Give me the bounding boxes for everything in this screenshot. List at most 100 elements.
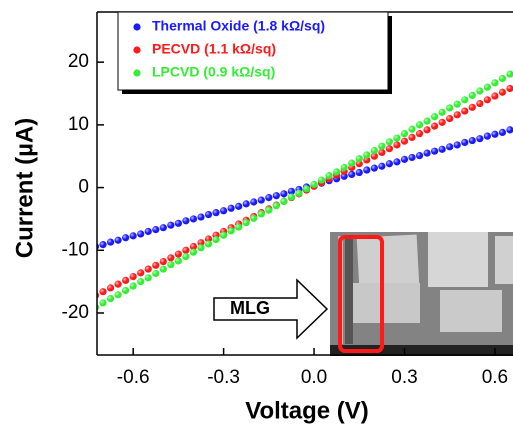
y-axis-label: Current (µA) bbox=[11, 118, 38, 258]
point-highlight bbox=[431, 147, 439, 155]
point-highlight bbox=[137, 278, 145, 286]
point-highlight bbox=[378, 162, 386, 170]
point-highlight bbox=[400, 137, 409, 145]
point-highlight bbox=[242, 200, 250, 208]
point-highlight bbox=[235, 223, 243, 231]
annotation-arrow bbox=[213, 278, 329, 340]
point-highlight bbox=[378, 142, 386, 150]
point-highlight bbox=[182, 246, 190, 254]
x-tick-label: 0.3 bbox=[391, 367, 417, 388]
point-highlight bbox=[97, 304, 100, 311]
point-highlight bbox=[431, 113, 439, 121]
point-highlight bbox=[272, 192, 280, 200]
point-highlight bbox=[302, 185, 311, 193]
point-highlight bbox=[189, 248, 198, 256]
point-highlight bbox=[340, 163, 348, 172]
point-highlight bbox=[476, 99, 484, 108]
point-highlight bbox=[204, 240, 213, 248]
y-tick-label: 0 bbox=[78, 177, 89, 198]
point-highlight bbox=[468, 91, 476, 99]
point-highlight bbox=[385, 160, 394, 168]
point-highlight bbox=[137, 230, 145, 238]
point-highlight bbox=[272, 202, 280, 210]
point-highlight bbox=[423, 117, 431, 125]
point-highlight bbox=[220, 231, 228, 239]
legend-marker bbox=[133, 46, 141, 54]
point-highlight bbox=[438, 108, 446, 116]
point-highlight bbox=[348, 159, 356, 167]
point-highlight bbox=[197, 244, 205, 252]
point-highlight bbox=[106, 294, 115, 303]
point-highlight bbox=[167, 261, 175, 269]
point-highlight bbox=[408, 153, 416, 162]
legend-marker bbox=[133, 23, 141, 31]
point-highlight bbox=[385, 138, 394, 146]
legend-label: Thermal Oxide (1.8 kΩ/sq) bbox=[152, 18, 325, 34]
point-highlight bbox=[355, 168, 363, 177]
point-highlight bbox=[174, 257, 182, 265]
point-highlight bbox=[287, 193, 296, 201]
point-highlight bbox=[506, 84, 513, 93]
point-highlight bbox=[189, 242, 198, 251]
point-highlight bbox=[122, 234, 130, 242]
point-highlight bbox=[227, 204, 235, 212]
point-highlight bbox=[446, 104, 454, 112]
point-highlight bbox=[446, 114, 454, 123]
point-highlight bbox=[159, 265, 167, 273]
point-highlight bbox=[453, 111, 461, 119]
point-highlight bbox=[461, 96, 469, 104]
point-highlight bbox=[461, 107, 469, 115]
point-highlight bbox=[97, 292, 100, 299]
point-highlight bbox=[317, 176, 326, 184]
point-highlight bbox=[265, 206, 273, 214]
point-highlight bbox=[167, 221, 175, 229]
point-highlight bbox=[363, 166, 371, 174]
point-highlight bbox=[242, 219, 250, 227]
point-highlight bbox=[453, 141, 461, 149]
point-highlight bbox=[99, 241, 107, 249]
point-highlight bbox=[212, 209, 220, 217]
point-highlight bbox=[144, 227, 152, 236]
y-tick-label: -20 bbox=[62, 302, 89, 323]
point-highlight bbox=[498, 128, 507, 136]
point-highlight bbox=[159, 224, 167, 232]
point-highlight bbox=[144, 265, 152, 273]
point-highlight bbox=[220, 207, 228, 215]
point-highlight bbox=[250, 214, 258, 222]
point-highlight bbox=[174, 219, 182, 227]
point-highlight bbox=[159, 257, 167, 266]
point-highlight bbox=[415, 121, 424, 129]
point-highlight bbox=[370, 152, 378, 160]
point-highlight bbox=[363, 151, 371, 159]
point-highlight bbox=[152, 269, 160, 278]
point-highlight bbox=[468, 136, 476, 145]
point-highlight bbox=[476, 135, 484, 143]
point-highlight bbox=[491, 130, 499, 138]
y-tick-label: 20 bbox=[68, 51, 89, 72]
point-highlight bbox=[212, 236, 220, 244]
point-highlight bbox=[167, 254, 175, 262]
point-highlight bbox=[137, 269, 145, 277]
legend-label: PECVD (1.1 kΩ/sq) bbox=[152, 41, 276, 57]
point-highlight bbox=[99, 299, 107, 307]
y-tick-label: -10 bbox=[62, 239, 89, 260]
point-highlight bbox=[385, 145, 394, 153]
annotation: MLG bbox=[230, 298, 270, 318]
point-highlight bbox=[370, 146, 378, 155]
point-highlight bbox=[408, 125, 416, 133]
point-highlight bbox=[97, 243, 100, 250]
point-highlight bbox=[453, 100, 461, 108]
point-highlight bbox=[483, 132, 491, 140]
point-highlight bbox=[446, 143, 454, 151]
point-highlight bbox=[235, 202, 243, 210]
x-tick-label: 0.0 bbox=[301, 367, 327, 388]
y-tick-label: 10 bbox=[68, 114, 89, 135]
point-highlight bbox=[400, 155, 409, 163]
legend: Thermal Oxide (1.8 kΩ/sq) PECVD (1.1 kΩ/s… bbox=[117, 11, 392, 94]
point-highlight bbox=[182, 252, 190, 261]
point-highlight bbox=[174, 250, 182, 258]
x-tick-label: -0.3 bbox=[207, 367, 240, 388]
point-highlight bbox=[152, 261, 160, 269]
point-highlight bbox=[144, 274, 152, 282]
